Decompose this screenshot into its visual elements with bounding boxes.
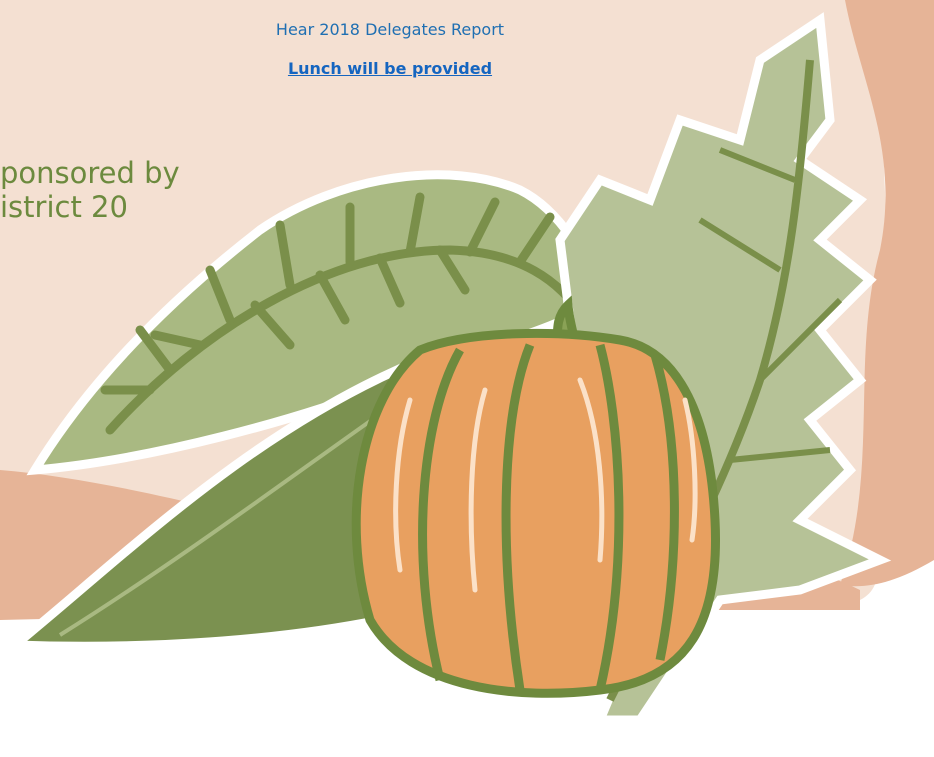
sponsor-line: istrict 20 (0, 190, 128, 224)
report-text: Hear 2018 Delegates Report (0, 20, 780, 39)
lunch-link[interactable]: Lunch will be provided (0, 59, 780, 78)
flyer-page: {"header": {"report_line": "Hear 2018 De… (0, 0, 934, 757)
autumn-illustration (0, 0, 934, 757)
sponsor-line: ponsored by (0, 156, 180, 190)
